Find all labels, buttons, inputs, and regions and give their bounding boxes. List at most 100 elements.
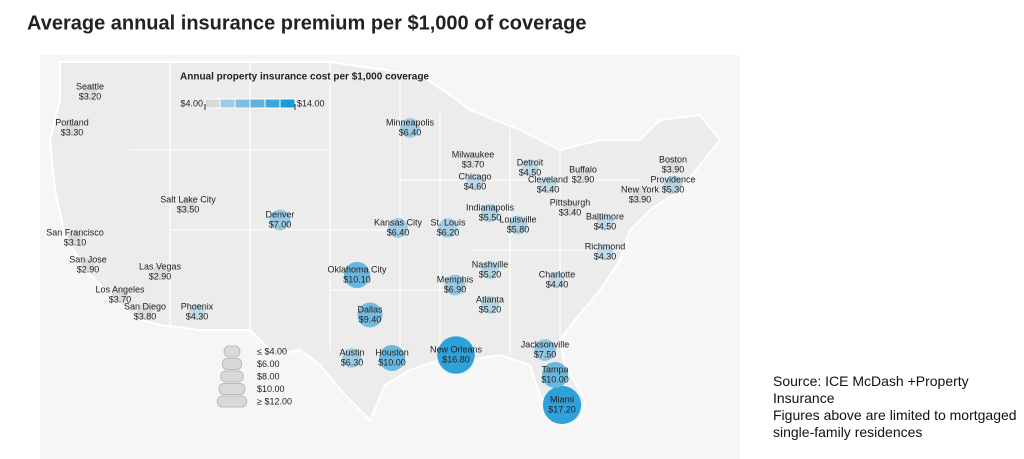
city-label: Denver [265, 209, 294, 219]
city-bubble [153, 265, 167, 279]
city-bubble [82, 84, 98, 100]
value-label: $4.40 [546, 279, 569, 289]
city-label: Providence [650, 174, 695, 184]
city-bubble [481, 261, 499, 279]
legend-swatch [234, 98, 251, 109]
source-note: Source: ICE McDash +Property Insurance F… [773, 373, 1023, 441]
city-bubble [596, 213, 614, 231]
city-label: Buffalo [569, 164, 597, 174]
value-label: $3.70 [462, 159, 485, 169]
legend-swatch [204, 98, 221, 109]
size-legend-mark [221, 358, 243, 370]
city-label: Phoenix [181, 301, 214, 311]
value-label: $5.50 [479, 212, 502, 222]
value-label: $9.40 [359, 314, 382, 324]
value-label: $3.20 [79, 91, 102, 101]
city-bubble [180, 197, 196, 213]
city-label: Miami [550, 394, 574, 404]
value-label: $3.50 [177, 204, 200, 214]
size-legend-label: ≤ $4.00 [257, 346, 287, 356]
legend-title: Annual property insurance cost per $1,00… [180, 72, 429, 83]
city-label: Milwaukee [452, 149, 495, 159]
legend-swatch [264, 98, 281, 109]
city-bubble [81, 258, 95, 272]
value-label: $2.90 [572, 174, 595, 184]
city-bubble [632, 187, 648, 203]
source: Source: ICE McDash +Property Insurance [773, 373, 969, 406]
city-bubble [521, 159, 539, 177]
size-legend-mark [223, 345, 241, 358]
city-label: Atlanta [476, 294, 504, 304]
city-label: San Francisco [46, 227, 104, 237]
city-bubble [388, 218, 408, 238]
city-label: Chicago [458, 171, 491, 181]
legend-tick-label: $14.00 [297, 98, 325, 108]
note: Figures above are limited to mortgaged s… [773, 407, 1017, 440]
city-label: San Jose [69, 254, 107, 264]
city-bubble [357, 302, 383, 328]
city-label: Dallas [357, 304, 383, 314]
city-label: Boston [659, 154, 687, 164]
size-legend-label: $10.00 [257, 384, 285, 394]
city-bubble [534, 339, 556, 361]
value-label: $3.40 [559, 207, 582, 217]
city-bubble [576, 168, 590, 182]
size-legend-label: $8.00 [257, 371, 280, 381]
city-bubble [269, 209, 291, 231]
legend-tick-label: $4.00 [180, 98, 203, 108]
size-legend-mark [216, 395, 248, 408]
city-bubble [437, 336, 475, 374]
city-label: Austin [339, 347, 364, 357]
city-label: Las Vegas [139, 261, 182, 271]
city-label: Charlotte [539, 269, 576, 279]
value-label: $6.20 [437, 227, 460, 237]
city-bubble [342, 348, 362, 368]
legend-swatch [219, 98, 236, 109]
value-label: $4.30 [594, 251, 617, 261]
city-bubble [665, 157, 681, 173]
city-label: Jacksonville [521, 339, 570, 349]
city-label: Houston [375, 347, 409, 357]
city-bubble [188, 303, 206, 321]
city-label: Seattle [76, 81, 104, 91]
city-bubble [400, 118, 420, 138]
city-bubble [64, 120, 80, 136]
city-label: Baltimore [586, 211, 624, 221]
city-label: San Diego [124, 301, 166, 311]
city-bubble [466, 173, 484, 191]
value-label: $2.90 [149, 271, 172, 281]
size-legend-mark [218, 383, 246, 395]
city-bubble [508, 215, 528, 235]
city-label: Oklahoma City [327, 264, 387, 274]
value-label: $3.80 [134, 311, 157, 321]
city-bubble [480, 203, 500, 223]
value-label: $7.50 [534, 349, 557, 359]
value-label: $3.10 [64, 237, 87, 247]
value-label: $4.40 [537, 184, 560, 194]
city-label: Kansas City [374, 217, 423, 227]
city-label: Pittsburgh [550, 197, 591, 207]
value-label: $16.80 [442, 354, 470, 364]
us-outline [48, 61, 722, 427]
city-bubble [539, 176, 557, 194]
city-label: Memphis [437, 274, 474, 284]
city-bubble [562, 200, 578, 216]
value-label: $4.50 [519, 167, 542, 177]
size-legend-label: $6.00 [257, 359, 280, 369]
value-label: $6.40 [387, 227, 410, 237]
value-label: $3.70 [109, 294, 132, 304]
city-label: Indianapolis [466, 202, 515, 212]
value-label: $5.20 [479, 269, 502, 279]
city-bubble [444, 274, 466, 296]
value-label: $4.60 [464, 181, 487, 191]
city-bubble [663, 175, 683, 195]
city-bubble [438, 218, 458, 238]
value-label: $4.50 [594, 221, 617, 231]
city-label: New York [621, 184, 660, 194]
size-legend-label: ≥ $12.00 [257, 396, 292, 406]
legend-swatch [249, 98, 266, 109]
value-label: $3.90 [662, 164, 685, 174]
value-label: $5.20 [479, 304, 502, 314]
